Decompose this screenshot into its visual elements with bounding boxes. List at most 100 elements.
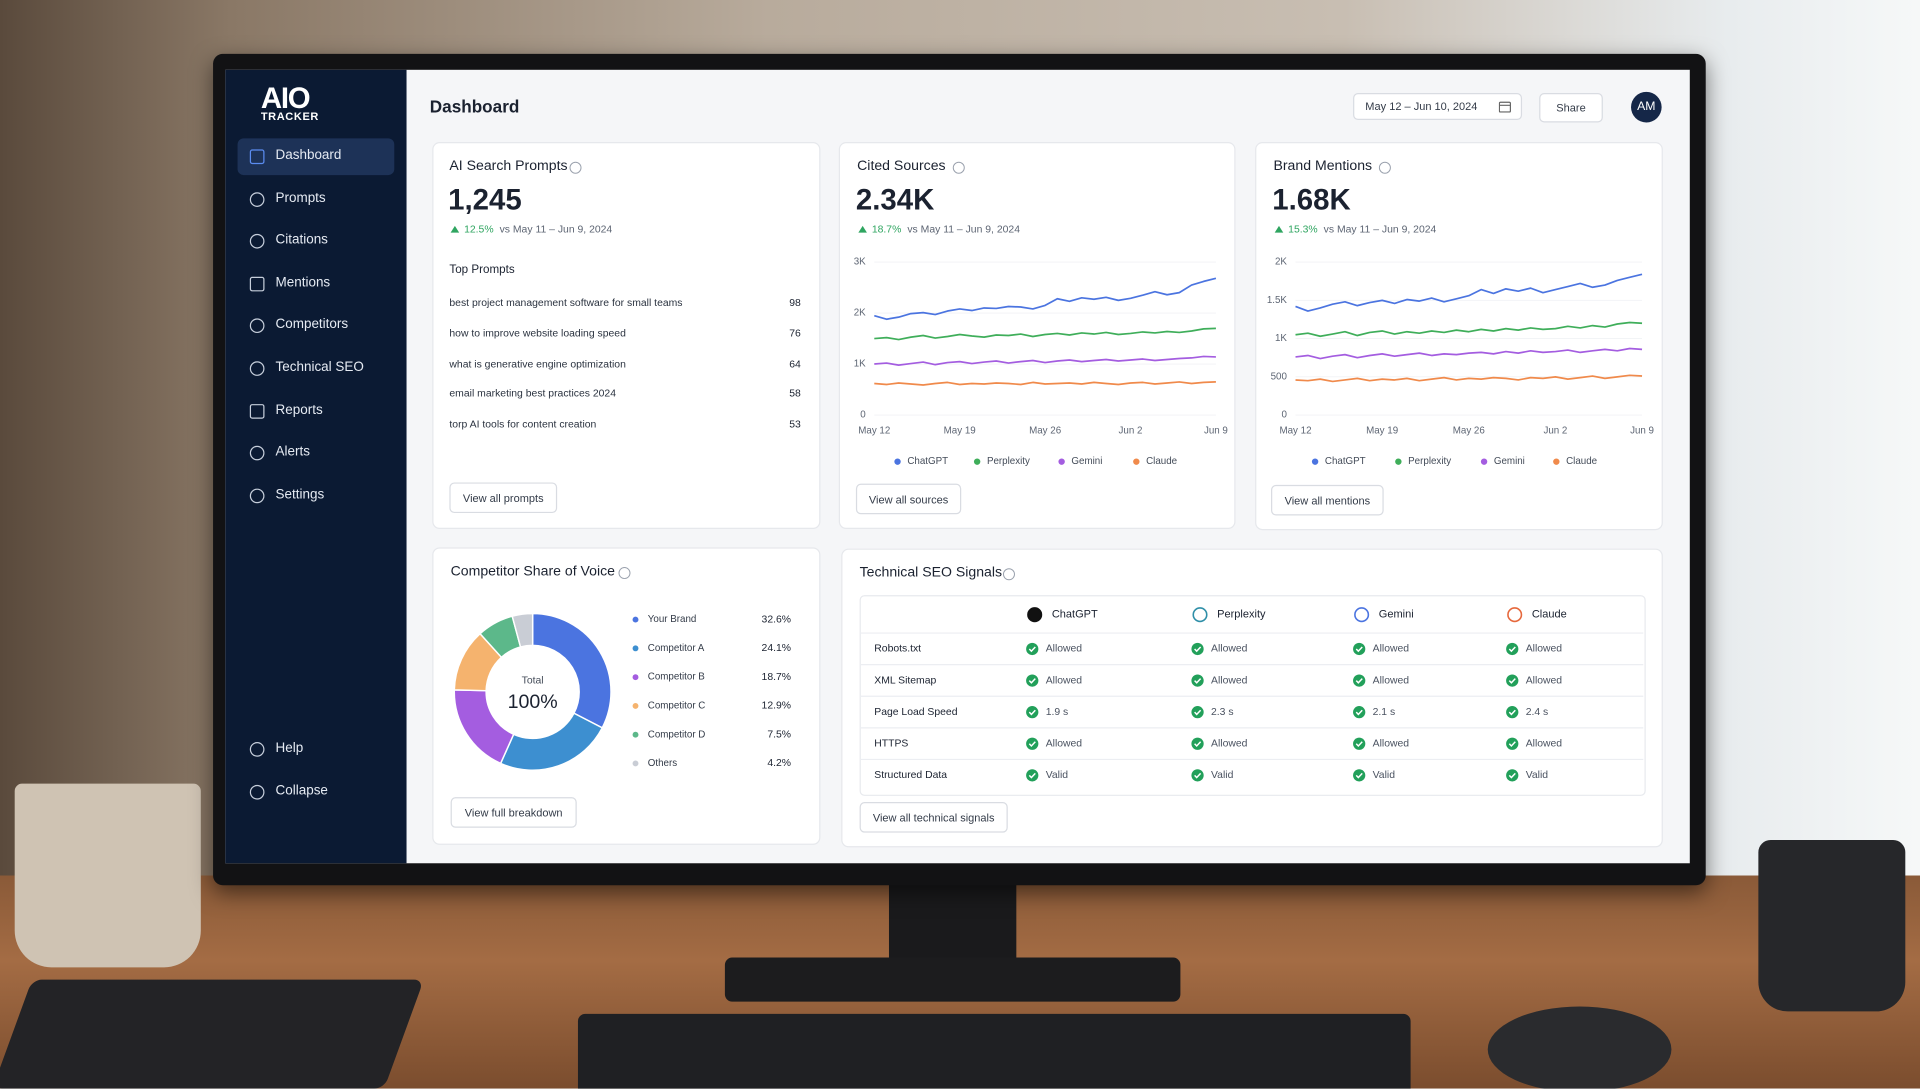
nav-item[interactable]: Competitors: [238, 308, 395, 345]
nav-icon: [249, 445, 265, 461]
series-line: [874, 355, 1216, 367]
nav-item[interactable]: Reports: [238, 393, 395, 430]
legend-label: Your Brand: [648, 614, 697, 625]
donut-segment: [531, 612, 612, 729]
view-breakdown-button[interactable]: View full breakdown: [450, 797, 577, 828]
check-icon: [1191, 737, 1204, 750]
stat-change-label: 18.7%: [871, 222, 902, 236]
legend-label: Claude: [1566, 456, 1597, 467]
nav-label: Technical SEO: [275, 360, 364, 375]
card-title: Competitor Share of Voice: [451, 565, 615, 580]
check-icon: [1026, 674, 1039, 687]
view-signals-button[interactable]: View all technical signals: [859, 802, 1008, 833]
prompt-text: email marketing best practices 2024: [449, 388, 616, 399]
nav-icon: [249, 234, 265, 249]
nav-item[interactable]: Mentions: [238, 265, 395, 302]
series-line: [874, 381, 1216, 386]
legend-value: 4.2%: [767, 758, 791, 769]
stat-compare-label: vs May 11 – Jun 9, 2024: [1323, 222, 1437, 236]
view-sources-button[interactable]: View all sources: [855, 483, 962, 515]
footer-label: Collapse: [275, 783, 328, 798]
cell-value: Allowed: [1373, 739, 1410, 750]
prompts-card: [432, 142, 821, 529]
nav-item[interactable]: Dashboard: [237, 138, 395, 176]
row-label: Structured Data: [874, 770, 947, 781]
prompt-count-label: 98: [789, 296, 801, 309]
legend-dot: [632, 616, 639, 623]
nav-item[interactable]: Prompts: [238, 181, 395, 218]
stat-value: 1.68K: [1272, 186, 1350, 215]
legend-label: Perplexity: [987, 456, 1030, 467]
check-mark: [1508, 646, 1516, 653]
nav-label: Citations: [275, 232, 328, 248]
cell-value: Valid: [1526, 770, 1549, 781]
check-icon: [1191, 769, 1204, 782]
nav-icon: [249, 276, 265, 292]
nav-label: Prompts: [275, 190, 326, 206]
nav-item[interactable]: Technical SEO: [238, 350, 395, 387]
stat-compare: vs May 11 – Jun 9, 2024: [1324, 224, 1437, 234]
keyboard: [577, 1013, 1411, 1089]
prompt-text: best project management software for sma…: [449, 297, 682, 308]
legend-dot: [973, 458, 981, 465]
monitor-base: [724, 957, 1181, 1002]
legend-label: Perplexity: [1408, 456, 1451, 467]
donut-segment: [453, 689, 515, 765]
view-breakdown-button-label: View full breakdown: [464, 806, 563, 819]
check-mark: [1508, 709, 1516, 716]
x-tick-label: Jun 2: [1543, 426, 1567, 437]
avatar[interactable]: AM: [1631, 91, 1662, 123]
date-picker[interactable]: May 12 – Jun 10, 2024: [1353, 93, 1523, 121]
legend-dot: [1480, 458, 1488, 465]
series-line: [1295, 273, 1643, 312]
cell-value: 2.4 s: [1526, 707, 1549, 718]
check-icon: [1353, 642, 1366, 656]
footer-item[interactable]: Help: [238, 731, 395, 768]
model-icon: [1354, 607, 1370, 623]
check-mark: [1355, 741, 1363, 748]
cell-value: 1.9 s: [1046, 707, 1069, 718]
legend-value: 7.5%: [767, 729, 791, 740]
legend-dot: [1133, 458, 1140, 465]
y-tick-label: 2K: [854, 308, 866, 319]
stat-compare-label: vs May 11 – Jun 9, 2024: [907, 222, 1020, 236]
stat-value-label: 2.34K: [855, 183, 935, 217]
stat-change-label: 12.5%: [464, 222, 494, 236]
prompt-count: 58: [735, 388, 801, 399]
y-tick-label: 1.5K: [1267, 295, 1288, 306]
prompt-text-label: how to improve website loading speed: [449, 326, 626, 339]
stat-compare: vs May 11 – Jun 9, 2024: [500, 224, 613, 234]
check-mark: [1355, 678, 1363, 684]
legend-label: Competitor C: [648, 701, 706, 712]
footer-icon: [249, 784, 265, 799]
up-arrow: [858, 225, 867, 233]
check-icon: [1026, 642, 1039, 656]
legend-value: 18.7%: [762, 672, 791, 683]
x-tick-label: Jun 9: [1204, 426, 1228, 437]
prompt-count: 53: [735, 419, 801, 429]
nav-item[interactable]: Settings: [238, 477, 395, 514]
view-prompts-button[interactable]: View all prompts: [449, 482, 558, 514]
up-arrow: [450, 225, 460, 233]
cell-value: Valid: [1373, 770, 1396, 781]
check-icon: [1026, 706, 1039, 719]
cell-value: Allowed: [1526, 675, 1563, 686]
check-mark: [1028, 772, 1036, 779]
legend-dot: [1395, 458, 1402, 465]
logo: AIO: [260, 82, 311, 116]
footer-label: Help: [275, 740, 304, 756]
x-tick-label: May 26: [1453, 426, 1486, 437]
footer-item[interactable]: Collapse: [238, 773, 395, 810]
view-mentions-button[interactable]: View all mentions: [1271, 484, 1384, 516]
y-tick-label: 500: [1271, 371, 1288, 382]
series-line: [1295, 374, 1643, 383]
monitor-stand: [888, 884, 1017, 961]
help-icon: [569, 161, 582, 174]
nav-item[interactable]: Alerts: [238, 435, 395, 472]
y-tick-label: 1K: [854, 359, 866, 370]
check-icon: [1191, 674, 1204, 687]
nav-item[interactable]: Citations: [238, 223, 395, 260]
share-button[interactable]: Share: [1539, 93, 1603, 123]
cell-value: Allowed: [1211, 739, 1248, 750]
